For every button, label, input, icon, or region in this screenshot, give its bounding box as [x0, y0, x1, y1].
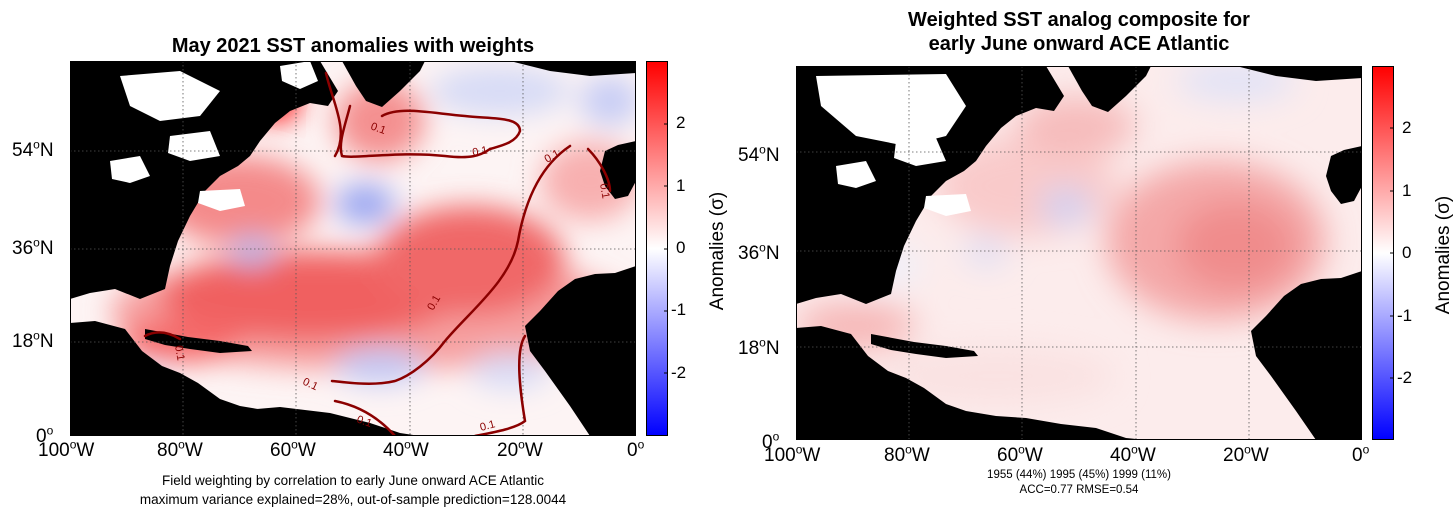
colorbar-tick: 2: [1402, 118, 1412, 137]
colorbar-tick: -1: [1397, 306, 1413, 325]
right-caption: 1955 (44%) 1995 (45%) 1999 (11%) ACC=0.7…: [987, 469, 1171, 496]
left-colorbar-label: Anomalies (σ): [707, 191, 728, 311]
lat-tick-18: 18oN: [738, 335, 780, 359]
contour-label: 0.1: [479, 418, 497, 434]
colorbar-tick: 0: [1402, 243, 1412, 262]
right-sst-map: [796, 66, 1362, 440]
colorbar-tick: -2: [1397, 368, 1413, 387]
colorbar-tick: 2: [676, 113, 686, 132]
lon-tick-20w: 20oW: [497, 437, 543, 461]
contour-label: 0.1: [471, 144, 488, 158]
right-colorbar: [1372, 66, 1394, 440]
contour-label: 0.1: [301, 376, 320, 393]
colorbar-tick: 1: [676, 176, 686, 195]
lat-tick-36: 36oN: [12, 235, 54, 259]
right-colorbar-label: Anomalies (σ): [1433, 195, 1454, 315]
colorbar-tick: 0: [676, 238, 686, 257]
contour-label: 0.1: [172, 344, 186, 361]
lat-tick-0: 0o: [762, 429, 780, 453]
contour-label: 0.1: [369, 121, 387, 138]
lon-tick-40w: 40oW: [383, 437, 429, 461]
left-map-title: May 2021 SST anomalies with weights: [171, 35, 535, 57]
lat-tick-36: 36oN: [738, 240, 780, 264]
lon-tick-20w: 20oW: [1223, 442, 1269, 466]
lon-tick-60w: 60oW: [270, 437, 316, 461]
contour-label: 0.1: [355, 414, 373, 431]
lon-tick-60w: 60oW: [997, 442, 1043, 466]
left-colorbar: [646, 61, 668, 436]
lon-tick-0: 0o: [627, 437, 645, 461]
lon-tick-100w: 100oW: [38, 437, 95, 461]
lat-tick-54: 54oN: [12, 137, 54, 161]
colorbar-tick: 1: [1402, 181, 1412, 200]
right-map-title: Weighted SST analog composite for early …: [908, 9, 1250, 55]
lat-tick-0: 0o: [36, 423, 54, 447]
lat-tick-18: 18oN: [12, 328, 54, 352]
lon-tick-80w: 80oW: [157, 437, 203, 461]
colorbar-tick: -1: [671, 300, 687, 319]
lon-tick-100w: 100oW: [764, 442, 821, 466]
lon-tick-40w: 40oW: [1110, 442, 1156, 466]
left-caption: Field weighting by correlation to early …: [139, 473, 567, 507]
contour-label: 0.1: [597, 182, 611, 199]
lat-tick-54: 54oN: [738, 142, 780, 166]
colorbar-tick: -2: [671, 363, 687, 382]
lon-tick-80w: 80oW: [884, 442, 930, 466]
left-sst-map: 0.1 0.1 0.1 0.1 0.1 0.1 0.1 0.1 0.1: [70, 61, 636, 436]
lon-tick-0: 0o: [1352, 442, 1370, 466]
